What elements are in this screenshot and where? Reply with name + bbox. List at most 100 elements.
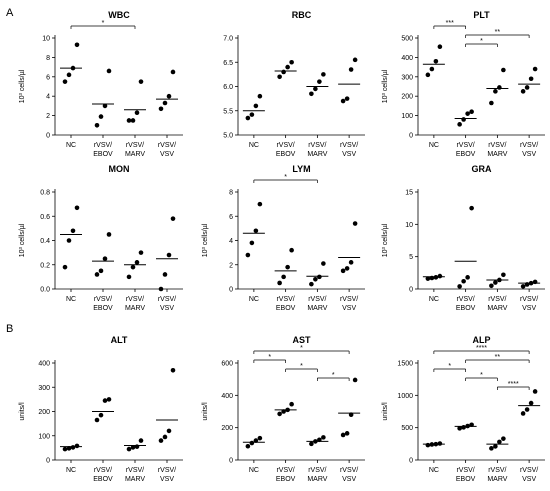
data-point [94, 272, 100, 277]
data-point [309, 441, 314, 447]
y-tick-label: 200 [38, 409, 50, 416]
x-tick-label: rVSV/ [340, 142, 358, 149]
data-point [70, 445, 76, 450]
panel-title: GRA [472, 164, 493, 174]
data-point [317, 274, 322, 280]
x-tick-label: VSV [342, 476, 356, 483]
data-point [313, 277, 318, 282]
data-point [425, 276, 431, 281]
data-point [62, 446, 68, 452]
data-point [106, 68, 112, 74]
data-point [74, 443, 80, 449]
x-tick-label: EBOV [276, 476, 296, 483]
significance-label: *** [446, 20, 454, 27]
significance-label: **** [508, 381, 519, 388]
data-point [245, 252, 251, 258]
x-tick-label: MARV [487, 476, 507, 483]
y-tick-label: 100 [401, 113, 413, 120]
y-tick-label: 0 [409, 458, 413, 465]
y-tick-label: 0 [46, 133, 50, 140]
data-point [126, 446, 132, 452]
data-point [520, 411, 526, 416]
panel-wbc: WBC 0 2 4 6 8 10 10³ cells/µl NC rVSV/EBOV rVSV/MA… [19, 10, 183, 158]
data-point [433, 58, 439, 64]
data-point [102, 103, 108, 109]
data-point [277, 280, 282, 286]
x-tick-label: NC [66, 467, 76, 474]
x-tick-label: MARV [125, 151, 145, 158]
panel-title: ALT [111, 335, 128, 345]
data-point [130, 264, 136, 270]
data-point [257, 93, 263, 99]
y-tick-label: 0.0 [40, 287, 50, 294]
data-point [130, 118, 136, 123]
data-point [166, 428, 172, 434]
data-point [281, 69, 286, 75]
x-tick-label: rVSV/ [126, 296, 144, 303]
y-tick-label: 400 [401, 55, 413, 62]
data-point [344, 96, 350, 101]
data-point [170, 367, 176, 373]
data-point [489, 283, 494, 289]
y-tick-label: 6 [46, 74, 50, 81]
data-point [106, 232, 112, 237]
data-point [162, 434, 168, 440]
data-point [340, 268, 346, 274]
data-point [158, 106, 164, 112]
data-point [493, 89, 498, 94]
y-tick-label: 15 [405, 190, 413, 197]
x-tick-label: NC [66, 142, 76, 149]
data-point [437, 441, 443, 446]
y-axis-label: units/l [382, 402, 389, 421]
data-point [102, 256, 108, 261]
data-point [130, 445, 136, 450]
significance-label: * [300, 363, 303, 370]
data-point [321, 435, 326, 440]
data-point [98, 114, 104, 119]
y-tick-label: 7.0 [223, 36, 233, 43]
y-tick-label: 5 [409, 254, 413, 261]
data-point [245, 115, 251, 121]
panel-title: AST [293, 335, 312, 345]
data-point [249, 240, 255, 246]
data-point [425, 72, 431, 78]
x-tick-label: rVSV/ [276, 142, 294, 149]
data-point [289, 401, 294, 407]
data-point [257, 435, 263, 441]
data-point [321, 261, 326, 266]
x-tick-label: NC [249, 142, 259, 149]
data-point [98, 412, 104, 418]
data-point [66, 72, 72, 78]
x-tick-label: EBOV [456, 151, 476, 158]
data-point [457, 122, 462, 127]
data-point [170, 216, 176, 221]
data-point [457, 284, 462, 289]
x-tick-label: EBOV [456, 476, 476, 483]
significance-label: ** [495, 29, 501, 36]
data-point [102, 398, 108, 403]
x-tick-label: rVSV/ [126, 142, 144, 149]
y-tick-label: 6.0 [223, 84, 233, 91]
y-tick-label: 6 [229, 214, 233, 221]
data-point [352, 57, 358, 63]
data-point [344, 431, 350, 436]
data-point [457, 426, 462, 431]
y-tick-label: 8 [46, 55, 50, 62]
y-tick-label: 6.5 [223, 60, 233, 67]
data-point [106, 397, 112, 402]
x-tick-label: rVSV/ [456, 142, 474, 149]
data-point [321, 72, 326, 77]
data-point [429, 66, 435, 72]
data-point [249, 112, 255, 117]
y-tick-label: 0.2 [40, 262, 50, 269]
y-tick-label: 400 [38, 361, 50, 368]
x-tick-label: NC [429, 142, 439, 149]
y-tick-label: 0 [229, 458, 233, 465]
y-tick-label: 2 [229, 262, 233, 269]
data-point [138, 250, 144, 255]
x-tick-label: rVSV/ [276, 296, 294, 303]
significance-label: ** [495, 354, 501, 361]
data-point [497, 439, 502, 445]
x-tick-label: rVSV/ [488, 467, 506, 474]
data-point [158, 286, 164, 292]
